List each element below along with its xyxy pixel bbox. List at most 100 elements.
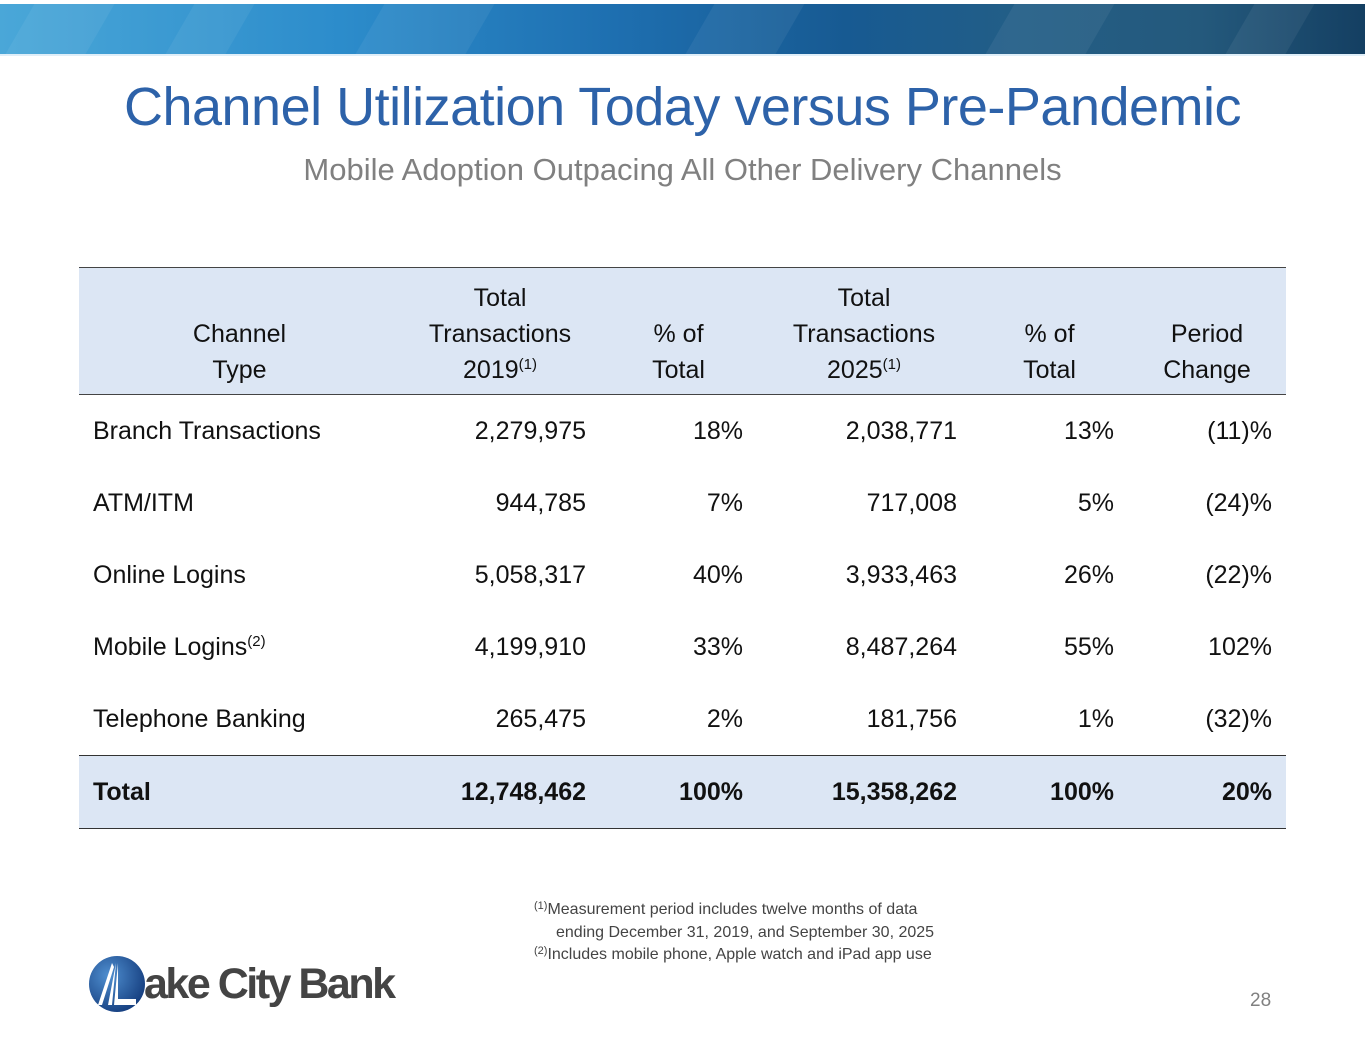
cell-t2025: 2,038,771 <box>757 395 971 468</box>
cell-p2019: 40% <box>600 539 757 611</box>
footnote-ref: (2) <box>247 632 266 650</box>
footnotes: (1)Measurement period includes twelve mo… <box>534 899 934 967</box>
table-row: Mobile Logins(2) 4,199,910 33% 8,487,264 55%… <box>79 611 1286 683</box>
cell-t2025: 15,358,262 <box>757 755 971 829</box>
cell-text: Online Logins <box>93 560 246 589</box>
cell-text: Telephone Banking <box>93 704 306 733</box>
cell-change: (11)% <box>1128 395 1286 468</box>
header-line: Channel <box>79 316 400 352</box>
cell-text: 33% <box>692 632 743 661</box>
cell-p2019: 2% <box>600 683 757 756</box>
header-text: Change <box>1163 356 1251 384</box>
header-text: Total <box>473 284 527 312</box>
page-subtitle: Mobile Adoption Outpacing All Other Deli… <box>303 152 1062 187</box>
cell-t2019: 265,475 <box>400 683 600 756</box>
cell-text: 1% <box>1077 704 1114 733</box>
cell-change: (32)% <box>1128 683 1286 756</box>
header-line: 2019(1) <box>400 352 600 388</box>
header-text: Channel <box>192 320 287 348</box>
cell-text: 40% <box>692 560 743 589</box>
table-header-row: Channel Type Total Transactions 2019(1)% of T… <box>79 267 1286 395</box>
footnote-1-cont: ending December 31, 2019, and September … <box>556 923 935 941</box>
cell-p2025: 100% <box>971 755 1128 829</box>
cell-text: 7% <box>706 488 743 517</box>
cell-t2019: 12,748,462 <box>400 755 600 829</box>
logo-emblem-icon <box>89 956 145 1012</box>
header-line: 2025(1) <box>757 352 971 388</box>
cell-change: (22)% <box>1128 539 1286 611</box>
cell-p2019: 7% <box>600 467 757 539</box>
table-row: ATM/ITM 944,785 7% 717,008 5% (24)% <box>79 467 1286 539</box>
column-header: % of Total <box>971 267 1128 395</box>
cell-channel: Telephone Banking <box>79 683 400 756</box>
cell-text: 12,748,462 <box>460 777 586 806</box>
cell-text: 717,008 <box>866 488 957 517</box>
footnote-1: Measurement period includes twelve month… <box>547 901 918 918</box>
header-text: % of <box>1024 320 1075 348</box>
cell-p2019: 100% <box>600 755 757 829</box>
footnote-2: Includes mobile phone, Apple watch and i… <box>547 946 932 963</box>
column-header: Total Transactions 2019(1) <box>400 267 600 395</box>
cell-text: 944,785 <box>495 488 586 517</box>
cell-text: 4,199,910 <box>474 632 586 661</box>
header-line: Change <box>1128 352 1286 388</box>
header-line: Period <box>1128 316 1286 352</box>
cell-channel: Total <box>79 755 400 829</box>
cell-text: (32)% <box>1205 704 1272 733</box>
cell-text: 3,933,463 <box>845 560 957 589</box>
cell-text: 5,058,317 <box>474 560 586 589</box>
cell-text: 18% <box>692 416 743 445</box>
header-line: Total <box>600 352 757 388</box>
lake-city-bank-logo: ake City Bank <box>88 955 396 1013</box>
cell-text: ATM/ITM <box>93 488 194 517</box>
cell-change: 20% <box>1128 755 1286 829</box>
header-text: Type <box>212 356 267 384</box>
header-text: Total <box>837 284 891 312</box>
header-line: Transactions <box>400 316 600 352</box>
page-title: Channel Utilization Today versus Pre-Pan… <box>123 77 1242 137</box>
cell-t2025: 717,008 <box>757 467 971 539</box>
cell-t2025: 181,756 <box>757 683 971 756</box>
logo-text: ake City Bank <box>144 959 396 1008</box>
cell-text: 20% <box>1221 777 1272 806</box>
cell-text: 55% <box>1063 632 1114 661</box>
table-row: Telephone Banking 265,475 2% 181,756 1% (32)% <box>79 683 1286 756</box>
header-line: Transactions <box>757 316 971 352</box>
column-header: Total Transactions 2025(1) <box>757 267 971 395</box>
cell-text: 26% <box>1063 560 1114 589</box>
header-text: 2019 <box>463 356 519 384</box>
header-text: Transactions <box>792 320 936 348</box>
cell-text: 2,038,771 <box>845 416 957 445</box>
footnote-marker: (2) <box>534 945 548 957</box>
header-text: Period <box>1170 320 1244 348</box>
header-line: Total <box>971 352 1128 388</box>
cell-p2019: 18% <box>600 395 757 468</box>
cell-text: 5% <box>1077 488 1114 517</box>
footnote-ref: (1) <box>518 356 537 373</box>
page-number: 28 <box>1250 990 1272 1011</box>
cell-p2025: 26% <box>971 539 1128 611</box>
cell-text: 181,756 <box>866 704 957 733</box>
header-line: Type <box>79 352 400 388</box>
header-text: Total <box>652 356 705 384</box>
header-text: 2025 <box>827 356 883 384</box>
table-row: Online Logins 5,058,317 40% 3,933,463 26% (22… <box>79 539 1286 611</box>
cell-text: 100% <box>679 777 743 806</box>
cell-channel: Online Logins <box>79 539 400 611</box>
cell-channel: ATM/ITM <box>79 467 400 539</box>
table-row: Branch Transactions 2,279,975 18% 2,038,771… <box>79 395 1286 468</box>
header-line: Total <box>400 280 600 316</box>
cell-text: 265,475 <box>495 704 586 733</box>
channel-utilization-table: Channel Type Total Transactions 2019(1)% of T… <box>79 267 1286 829</box>
footnote-ref: (1) <box>882 356 901 373</box>
cell-text: Mobile Logins <box>93 632 248 661</box>
cell-channel: Mobile Logins(2) <box>79 611 400 683</box>
cell-text: 15,358,262 <box>831 777 957 806</box>
cell-channel: Branch Transactions <box>79 395 400 468</box>
cell-t2019: 944,785 <box>400 467 600 539</box>
cell-text: (11)% <box>1207 416 1272 445</box>
total-row: Total 12,748,462 100% 15,358,262 100% 20% <box>79 755 1286 829</box>
header-line: Total <box>757 280 971 316</box>
footnote-marker: (1) <box>534 900 548 912</box>
cell-text: Branch Transactions <box>93 416 321 445</box>
